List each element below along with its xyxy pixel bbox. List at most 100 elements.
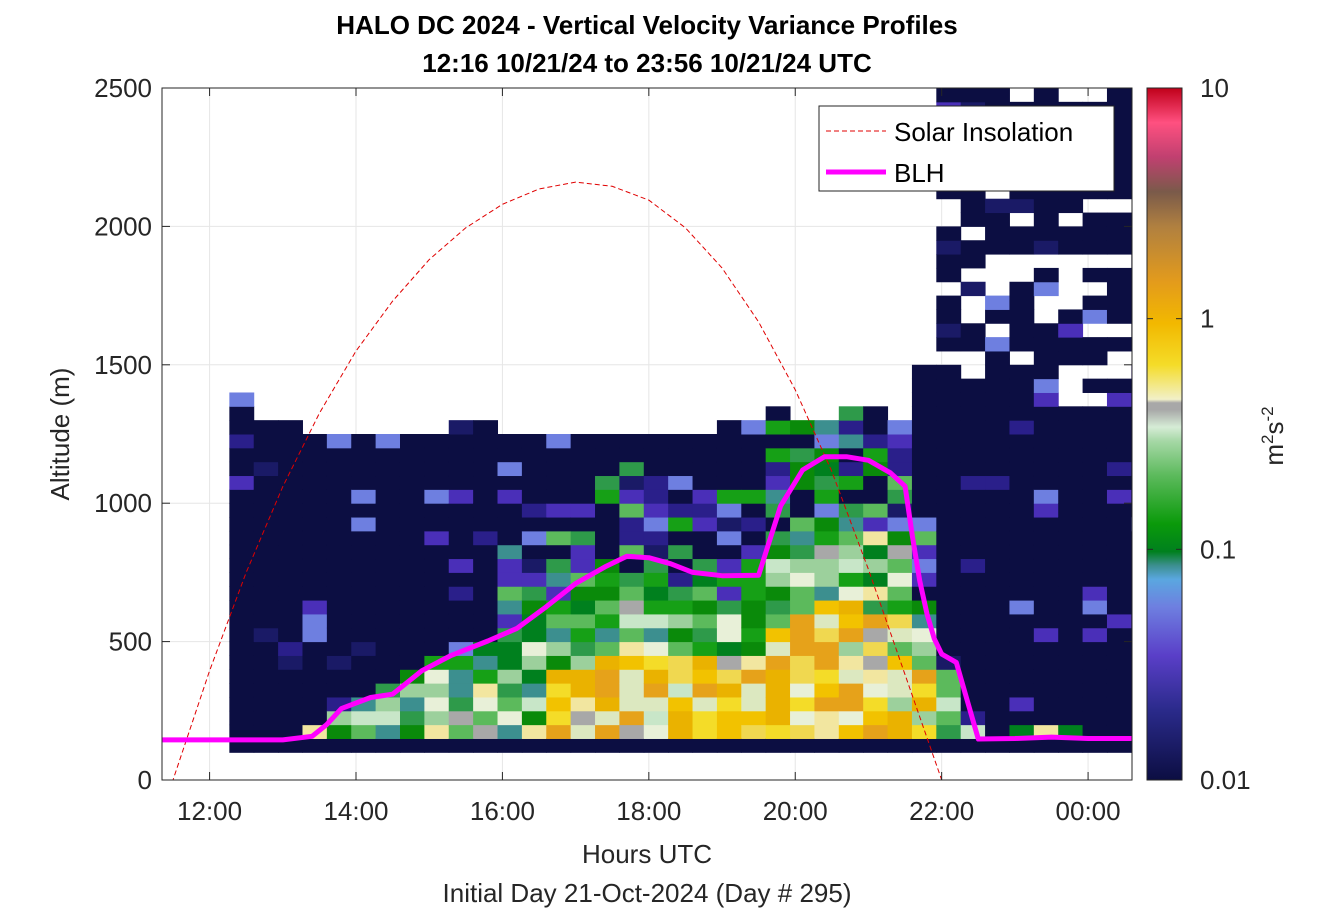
heatmap-cell bbox=[1058, 655, 1084, 670]
heatmap-cell bbox=[911, 517, 937, 532]
heatmap-cell bbox=[351, 558, 377, 573]
heatmap-cell bbox=[765, 627, 791, 643]
heatmap-cell bbox=[424, 530, 450, 546]
heatmap-cell bbox=[1180, 642, 1205, 656]
heatmap-cell bbox=[302, 655, 328, 670]
heatmap-cell bbox=[1253, 240, 1278, 254]
heatmap-cell bbox=[326, 475, 352, 490]
heatmap-cell bbox=[1253, 600, 1278, 614]
heatmap-cell bbox=[1106, 724, 1132, 739]
heatmap-cell bbox=[302, 434, 328, 449]
y-tick-label: 2000 bbox=[94, 211, 152, 241]
heatmap-cell bbox=[278, 420, 303, 435]
heatmap-cell bbox=[326, 613, 352, 629]
heatmap-cell bbox=[1229, 143, 1254, 157]
heatmap-cell bbox=[643, 669, 669, 684]
heatmap-cell bbox=[1058, 337, 1084, 352]
heatmap-cell bbox=[1326, 572, 1343, 586]
heatmap-cell bbox=[399, 558, 425, 573]
heatmap-cell bbox=[887, 586, 913, 601]
heatmap-cell bbox=[1253, 476, 1278, 490]
heatmap-cell bbox=[1033, 198, 1059, 214]
heatmap-cell bbox=[643, 710, 669, 726]
heatmap-cell bbox=[985, 88, 1010, 103]
heatmap-cell bbox=[1326, 628, 1343, 642]
heatmap-cell bbox=[1180, 476, 1205, 490]
heatmap-cell bbox=[424, 517, 450, 532]
heatmap-cell bbox=[473, 738, 499, 753]
heatmap-cell bbox=[985, 309, 1010, 324]
heatmap-cell bbox=[1326, 600, 1343, 614]
heatmap-cell bbox=[1229, 642, 1254, 656]
heatmap-cell bbox=[448, 710, 474, 726]
heatmap-cell bbox=[1204, 130, 1229, 144]
heatmap-cell bbox=[595, 710, 620, 726]
heatmap-cell bbox=[1058, 503, 1084, 518]
heatmap-cell bbox=[814, 613, 840, 629]
heatmap-cell bbox=[1180, 683, 1205, 697]
heatmap-cell bbox=[1302, 351, 1327, 365]
heatmap-cell bbox=[887, 627, 913, 643]
heatmap-cell bbox=[1033, 627, 1059, 643]
heatmap-cell bbox=[521, 655, 547, 670]
heatmap-cell bbox=[716, 696, 742, 712]
heatmap-cell bbox=[1033, 613, 1059, 629]
heatmap-cell bbox=[399, 683, 425, 698]
heatmap-cell bbox=[424, 544, 450, 560]
heatmap-cell bbox=[741, 447, 767, 463]
heatmap-cell bbox=[790, 710, 815, 726]
heatmap-cell bbox=[1278, 628, 1303, 642]
heatmap-cell bbox=[668, 517, 694, 532]
heatmap-cell bbox=[1082, 696, 1108, 712]
heatmap-cell bbox=[1326, 88, 1343, 102]
heatmap-cell bbox=[570, 641, 596, 656]
heatmap-cell bbox=[1180, 213, 1205, 227]
heatmap-cell bbox=[1082, 226, 1108, 241]
heatmap-cell bbox=[643, 724, 669, 739]
heatmap-cell bbox=[1302, 517, 1327, 531]
heatmap-cell bbox=[448, 683, 474, 698]
heatmap-cell bbox=[375, 434, 401, 449]
heatmap-cell bbox=[326, 600, 352, 615]
heatmap-cell bbox=[765, 738, 791, 753]
heatmap-cell bbox=[1229, 572, 1254, 586]
heatmap-cell bbox=[936, 295, 962, 310]
heatmap-cell bbox=[1106, 406, 1132, 421]
heatmap-cell bbox=[643, 489, 669, 504]
heatmap-cell bbox=[1278, 365, 1303, 379]
heatmap-cell bbox=[497, 586, 523, 601]
heatmap-cell bbox=[1180, 711, 1205, 725]
heatmap-cell bbox=[595, 724, 620, 739]
heatmap-cell bbox=[375, 655, 401, 670]
heatmap-cell bbox=[1204, 655, 1229, 669]
heatmap-cell bbox=[790, 530, 815, 546]
heatmap-cell bbox=[985, 212, 1010, 227]
heatmap-cell bbox=[351, 683, 377, 698]
heatmap-cell bbox=[790, 420, 815, 435]
heatmap-cell bbox=[521, 724, 547, 739]
heatmap-cell bbox=[1204, 240, 1229, 254]
heatmap-cell bbox=[741, 669, 767, 684]
heatmap-cell bbox=[863, 669, 889, 684]
heatmap-cell bbox=[278, 586, 303, 601]
heatmap-cell bbox=[375, 641, 401, 656]
heatmap-cell bbox=[1302, 226, 1327, 240]
heatmap-cell bbox=[668, 696, 694, 712]
heatmap-cell bbox=[985, 364, 1010, 380]
heatmap-cell bbox=[1058, 738, 1084, 753]
heatmap-cell bbox=[351, 641, 377, 656]
heatmap-cell bbox=[497, 475, 523, 490]
heatmap-cell bbox=[351, 572, 377, 587]
heatmap-cell bbox=[497, 572, 523, 587]
heatmap-cell bbox=[399, 503, 425, 518]
heatmap-cell bbox=[278, 669, 303, 684]
heatmap-cell bbox=[716, 627, 742, 643]
heatmap-cell bbox=[1106, 378, 1132, 393]
heatmap-cell bbox=[302, 613, 328, 629]
heatmap-cell bbox=[911, 738, 937, 753]
heatmap-cell bbox=[497, 696, 523, 712]
heatmap-cell bbox=[960, 613, 986, 629]
heatmap-cell bbox=[1033, 475, 1059, 490]
heatmap-cell bbox=[253, 461, 279, 477]
heatmap-cell bbox=[497, 683, 523, 698]
